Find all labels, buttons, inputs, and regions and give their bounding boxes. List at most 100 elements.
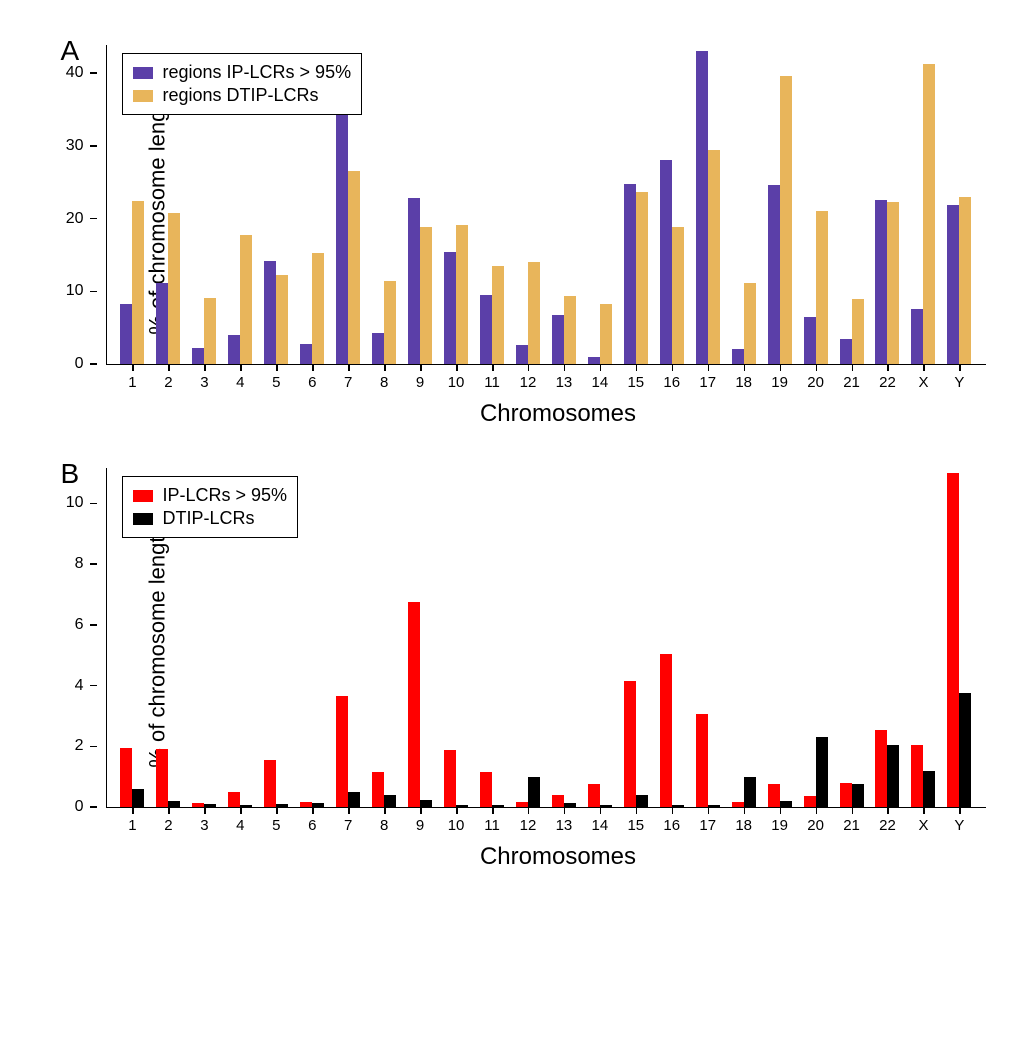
bar-group [618, 681, 654, 807]
bar-group [222, 235, 258, 364]
y-tick-label: 40 [66, 64, 84, 82]
x-tick: 8 [366, 807, 402, 834]
bar [672, 227, 684, 364]
panel-a-xlabel: Chromosomes [106, 400, 1011, 428]
bar-group [654, 160, 690, 364]
y-tick-label: 0 [75, 355, 84, 373]
panel-a-legend: regions IP-LCRs > 95%regions DTIP-LCRs [122, 53, 363, 115]
y-tick-mark [90, 624, 97, 626]
y-tick-label: 20 [66, 210, 84, 228]
x-tick: 7 [330, 807, 366, 834]
y-tick-mark [90, 145, 97, 147]
y-tick: 2 [75, 737, 97, 755]
bar-group [222, 792, 258, 807]
bar [624, 681, 636, 807]
panel-a-chart: % of chromosome length regions IP-LCRs >… [106, 45, 1011, 428]
bar [636, 192, 648, 364]
bar-group [762, 76, 798, 364]
bar [600, 304, 612, 364]
bar-group [654, 654, 690, 807]
legend-row: DTIP-LCRs [133, 508, 288, 529]
bar [456, 225, 468, 364]
x-tick: X [905, 364, 941, 391]
bar [816, 737, 828, 807]
x-tick: 19 [762, 364, 798, 391]
x-tick: 17 [690, 364, 726, 391]
y-tick-mark [90, 503, 97, 505]
x-tick: 14 [582, 807, 618, 834]
bar [348, 171, 360, 364]
bar [156, 283, 168, 364]
panel-a-plot-area: regions IP-LCRs > 95%regions DTIP-LCRs 0… [106, 45, 986, 365]
panel-a-xaxis: 12345678910111213141516171819202122XY [107, 364, 986, 391]
x-tick: 15 [618, 364, 654, 391]
bar-group [690, 51, 726, 364]
bar [875, 730, 887, 807]
bar [804, 796, 816, 807]
bar [240, 235, 252, 364]
bar [588, 784, 600, 807]
y-tick-label: 8 [75, 555, 84, 573]
x-tick: 9 [402, 807, 438, 834]
panel-b-legend: IP-LCRs > 95%DTIP-LCRs [122, 476, 299, 538]
x-tick: 15 [618, 807, 654, 834]
bar-group [834, 783, 870, 807]
bar [156, 749, 168, 807]
x-tick: 10 [438, 364, 474, 391]
bar [444, 750, 456, 807]
bar [120, 748, 132, 808]
x-tick: 13 [546, 807, 582, 834]
figure: A % of chromosome length regions IP-LCRs… [21, 45, 1011, 871]
bar [132, 789, 144, 807]
bar [959, 693, 971, 807]
y-tick: 6 [75, 616, 97, 634]
x-tick: 4 [222, 807, 258, 834]
bar [696, 714, 708, 807]
bar [923, 64, 935, 364]
bar [168, 213, 180, 364]
bar [816, 211, 828, 364]
bar [444, 252, 456, 364]
y-tick: 10 [66, 282, 97, 300]
y-tick: 10 [66, 494, 97, 512]
bar [528, 262, 540, 364]
x-tick: 19 [762, 807, 798, 834]
bar-group [366, 281, 402, 364]
bar [588, 357, 600, 364]
bar [132, 201, 144, 364]
bar [959, 197, 971, 364]
x-tick: 21 [834, 807, 870, 834]
x-tick: 5 [258, 364, 294, 391]
y-tick-mark [90, 685, 97, 687]
y-tick-label: 2 [75, 737, 84, 755]
bar [384, 795, 396, 807]
x-tick: 5 [258, 807, 294, 834]
bar [276, 275, 288, 364]
bar [480, 772, 492, 807]
bar [420, 800, 432, 807]
bar-group [941, 473, 977, 807]
x-tick: 6 [294, 364, 330, 391]
bar [120, 304, 132, 364]
legend-label: regions IP-LCRs > 95% [163, 62, 352, 83]
x-tick: 3 [186, 807, 222, 834]
legend-swatch [133, 90, 153, 102]
bar [744, 283, 756, 364]
x-tick: 18 [726, 807, 762, 834]
bar-group [258, 261, 294, 364]
x-tick: 6 [294, 807, 330, 834]
bar [228, 335, 240, 364]
bar-group [294, 253, 330, 364]
bar-group [402, 198, 438, 364]
bar-group [150, 213, 186, 364]
bar-group [798, 211, 834, 364]
y-tick: 0 [75, 355, 97, 373]
bar [840, 783, 852, 807]
panel-b: B % of chromosome length IP-LCRs > 95%DT… [21, 468, 1011, 871]
bar-group [618, 184, 654, 364]
bar [300, 344, 312, 364]
legend-row: regions DTIP-LCRs [133, 85, 352, 106]
bar-group [690, 714, 726, 807]
legend-label: DTIP-LCRs [163, 508, 255, 529]
bar-group [798, 737, 834, 807]
